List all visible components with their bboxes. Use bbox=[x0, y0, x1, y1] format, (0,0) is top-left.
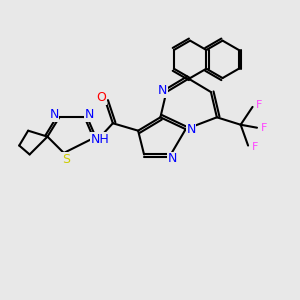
Text: N: N bbox=[49, 108, 59, 122]
Text: S: S bbox=[62, 153, 70, 166]
Text: N: N bbox=[158, 84, 167, 97]
Text: F: F bbox=[251, 142, 258, 152]
Text: N: N bbox=[84, 108, 94, 122]
Text: O: O bbox=[96, 92, 106, 104]
Text: NH: NH bbox=[91, 133, 110, 146]
Text: N: N bbox=[168, 152, 177, 165]
Text: F: F bbox=[261, 123, 268, 133]
Text: F: F bbox=[256, 100, 262, 110]
Text: N: N bbox=[186, 123, 196, 136]
